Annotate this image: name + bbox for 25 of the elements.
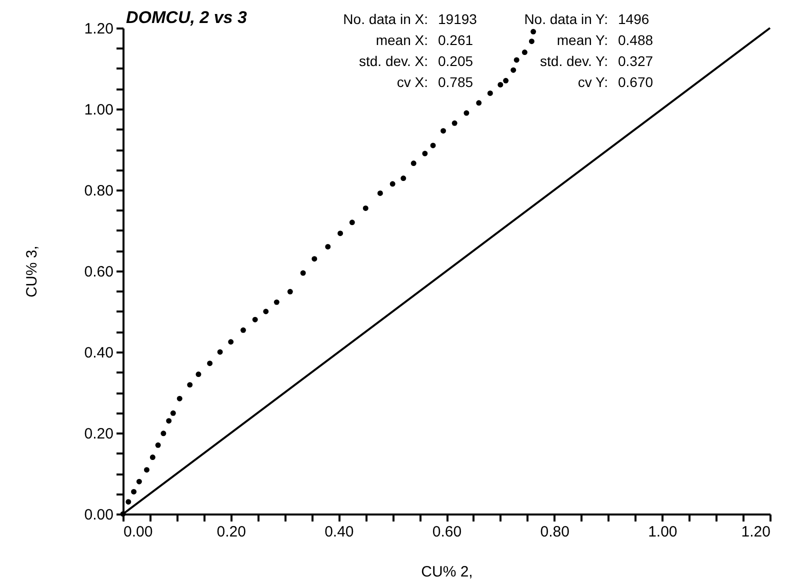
- x-axis-title: CU% 2,: [421, 564, 473, 580]
- x-tick-label: 1.20: [741, 524, 770, 540]
- text: No. data in Y: 1496: [524, 11, 650, 27]
- text: cv X: 0.785: [396, 74, 474, 90]
- chart-title: DOMCU, 2 vs 3: [126, 8, 248, 27]
- text: mean X: 0.261: [376, 32, 474, 48]
- text: std. dev. Y: 0.327: [540, 53, 654, 69]
- y-tick-label: 1.20: [84, 20, 114, 38]
- x-tick-label: 0.40: [324, 524, 354, 540]
- text: cv Y: 0.670: [578, 74, 654, 90]
- text: mean Y: 0.488: [556, 32, 654, 48]
- text: No. data in X: 19193: [343, 11, 477, 27]
- x-tick-label: 0.60: [432, 524, 462, 540]
- x-tick-label: 0.20: [216, 524, 246, 540]
- y-tick-label: 1.00: [84, 102, 114, 118]
- text: std. dev. X: 0.205: [359, 53, 474, 69]
- y-axis-title: CU% 3,: [23, 246, 40, 298]
- y-tick-label: 0.60: [84, 264, 114, 280]
- x-tick-label: 1.00: [648, 524, 678, 540]
- x-tick-label: 0.00: [124, 524, 153, 540]
- y-tick-label: 0.80: [84, 182, 114, 200]
- y-tick-label: 0.20: [84, 426, 114, 442]
- x-tick-label: 0.80: [540, 524, 570, 540]
- y-tick-label: 0.40: [84, 344, 114, 362]
- y-tick-label: 0.00: [84, 506, 114, 524]
